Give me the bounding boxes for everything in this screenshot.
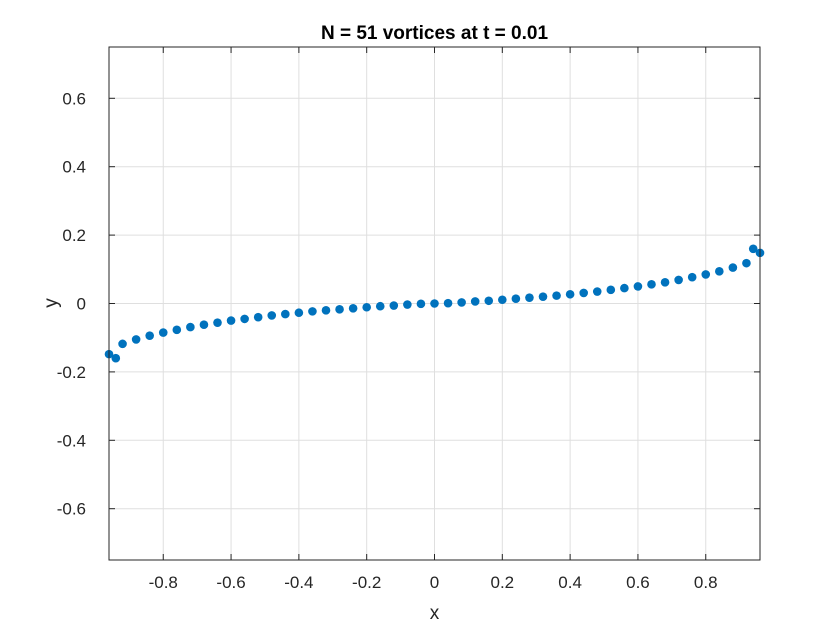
data-point [308,307,317,316]
data-point [538,292,548,301]
data-point [728,263,738,272]
y-tick-label: 0.6 [62,89,86,108]
data-point [498,295,507,305]
data-point [748,244,758,254]
data-point [131,335,141,344]
x-tick-label: 0.8 [694,573,718,592]
data-point [484,296,494,306]
data-point [701,270,711,279]
data-point [199,320,209,330]
data-point [403,300,412,309]
data-point [294,308,304,318]
data-point [660,277,670,287]
data-point [111,353,121,363]
tick-marks [109,47,760,560]
data-point [742,258,751,268]
data-point [348,303,358,313]
x-tick-label: 0.2 [490,573,514,592]
data-point [158,328,168,337]
data-point [687,272,697,282]
y-tick-label: -0.4 [57,431,86,450]
y-tick-label: -0.2 [57,363,86,382]
data-point [674,275,683,285]
data-point [226,316,236,325]
x-tick-label: 0.6 [626,573,650,592]
y-tick-label: 0.4 [62,158,86,177]
x-tick-label: -0.4 [284,573,313,592]
grid-lines [109,47,760,560]
x-tick-labels: -0.8 -0.6 -0.4 -0.2 0 0.2 0.4 0.6 0.8 [149,573,718,592]
data-points [104,244,765,363]
data-point [416,299,426,309]
data-point [552,291,561,300]
y-axis-label: y [41,298,62,308]
data-point [172,325,182,335]
data-point [267,311,277,320]
x-tick-label: -0.2 [352,573,381,592]
x-tick-label: 0 [430,573,439,592]
data-point [389,301,399,310]
x-tick-label: -0.8 [149,573,178,592]
y-tick-label: 0.2 [62,226,86,245]
data-point [145,331,154,340]
y-tick-label: 0 [77,295,86,314]
data-point [281,309,290,319]
y-tick-label: -0.6 [57,500,86,519]
y-tick-labels: -0.6 -0.4 -0.2 0 0.2 0.4 0.6 [57,89,86,518]
data-point [470,297,480,306]
data-point [118,339,127,349]
x-tick-label: 0.4 [558,573,582,592]
data-point [375,301,385,311]
data-point [525,293,534,302]
data-point [715,267,724,276]
data-point [620,283,629,293]
data-point [457,298,466,307]
x-axis-label: x [430,603,440,624]
data-point [579,288,588,298]
data-point [253,312,263,322]
data-point [511,294,521,304]
data-point [240,314,249,324]
chart-title: N = 51 vortices at t = 0.01 [321,23,549,44]
data-point [362,302,371,312]
data-point [430,299,439,308]
data-point [565,289,575,299]
data-point [321,306,331,315]
data-point [592,287,602,296]
data-point [186,322,195,332]
data-point [606,285,616,295]
data-point [443,298,453,308]
data-point [213,318,222,327]
data-point [633,282,643,291]
data-point [647,280,656,289]
data-point [335,305,344,314]
x-tick-label: -0.6 [216,573,245,592]
